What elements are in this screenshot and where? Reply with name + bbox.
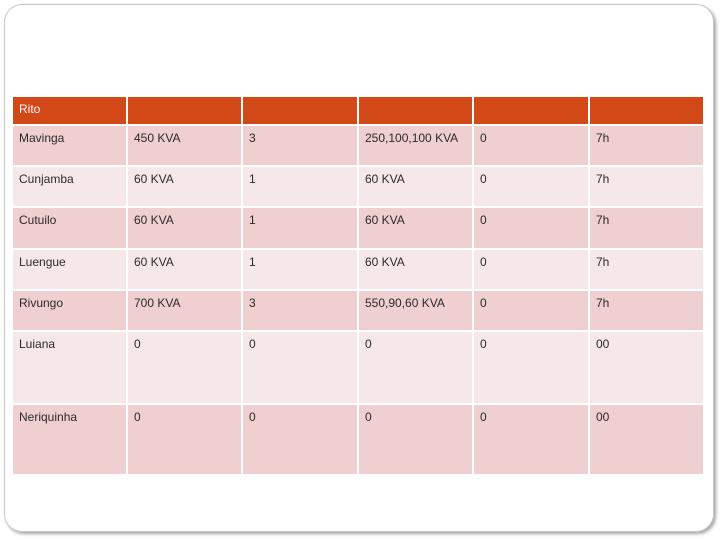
table-cell: 00	[588, 403, 705, 476]
table-header-row: Rito	[11, 95, 705, 126]
table-cell: 450 KVA	[126, 124, 243, 167]
table-cell: 0	[472, 248, 590, 291]
table-cell: Luiana	[11, 330, 128, 405]
table-cell: 7h	[588, 124, 705, 167]
table-cell: Luengue	[11, 248, 128, 291]
header-cell	[472, 95, 590, 126]
table-cell: Cutuilo	[11, 206, 128, 250]
table-cell: Neriquinha	[11, 403, 128, 476]
table-cell: 60 KVA	[126, 206, 243, 250]
table-cell: 0	[472, 165, 590, 208]
header-cell	[588, 95, 705, 126]
table-cell: 7h	[588, 165, 705, 208]
table-cell: 0	[241, 330, 359, 405]
table-cell: 700 KVA	[126, 289, 243, 332]
table-cell: Mavinga	[11, 124, 128, 167]
table-cell: 0	[472, 403, 590, 476]
table-row: Rivungo 700 KVA 3 550,90,60 KVA 0 7h	[11, 289, 705, 332]
table-cell: 0	[472, 124, 590, 167]
table-cell: 0	[241, 403, 359, 476]
table-row: Luiana 0 0 0 0 00	[11, 330, 705, 405]
table-cell: 0	[357, 403, 474, 476]
table-cell: 60 KVA	[357, 206, 474, 250]
table-cell: 1	[241, 165, 359, 208]
table-cell: 0	[126, 403, 243, 476]
table-cell: 1	[241, 206, 359, 250]
table-row: Cunjamba 60 KVA 1 60 KVA 0 7h	[11, 165, 705, 208]
table-cell: 250,100,100 KVA	[357, 124, 474, 167]
header-cell: Rito	[11, 95, 128, 126]
header-cell	[357, 95, 474, 126]
table-cell: 0	[472, 289, 590, 332]
table-cell: 550,90,60 KVA	[357, 289, 474, 332]
table-cell: 60 KVA	[126, 165, 243, 208]
table-cell: 60 KVA	[126, 248, 243, 291]
table-cell: 0	[357, 330, 474, 405]
table-cell: Cunjamba	[11, 165, 128, 208]
table-cell: Rivungo	[11, 289, 128, 332]
table-cell: 7h	[588, 289, 705, 332]
table-cell: 7h	[588, 206, 705, 250]
table-cell: 0	[472, 206, 590, 250]
table-row: Cutuilo 60 KVA 1 60 KVA 0 7h	[11, 206, 705, 250]
table-row: Neriquinha 0 0 0 0 00	[11, 403, 705, 476]
table-cell: 3	[241, 124, 359, 167]
table-cell: 1	[241, 248, 359, 291]
table-cell: 7h	[588, 248, 705, 291]
table-row: Luengue 60 KVA 1 60 KVA 0 7h	[11, 248, 705, 291]
table-cell: 0	[472, 330, 590, 405]
data-table: Rito Mavinga 450 KVA 3 250,100,100 KVA 0…	[11, 95, 705, 476]
table-cell: 0	[126, 330, 243, 405]
table-cell: 00	[588, 330, 705, 405]
header-cell	[126, 95, 243, 126]
header-cell	[241, 95, 359, 126]
table-cell: 60 KVA	[357, 248, 474, 291]
table-cell: 3	[241, 289, 359, 332]
table-cell: 60 KVA	[357, 165, 474, 208]
table-row: Mavinga 450 KVA 3 250,100,100 KVA 0 7h	[11, 124, 705, 167]
